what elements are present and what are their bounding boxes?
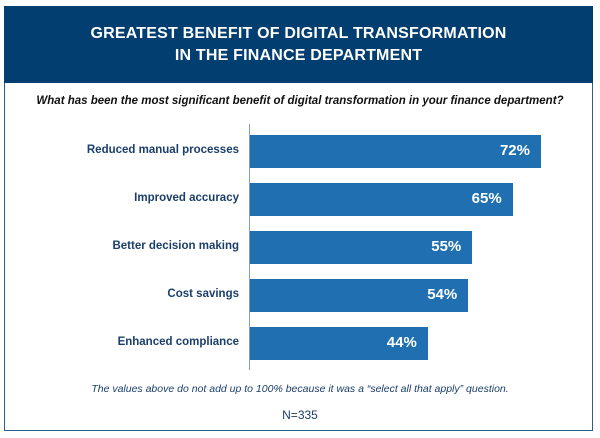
category-label: Improved accuracy bbox=[134, 192, 239, 204]
category-label: Better decision making bbox=[112, 240, 239, 252]
bar bbox=[250, 135, 541, 168]
value-label: 44% bbox=[386, 334, 417, 351]
y-axis-line bbox=[249, 124, 250, 370]
title-line-2: IN THE FINANCE DEPARTMENT bbox=[174, 47, 423, 64]
value-label: 54% bbox=[427, 286, 458, 303]
sample-size: N=335 bbox=[282, 408, 318, 422]
bar bbox=[250, 231, 473, 264]
value-label: 55% bbox=[431, 238, 462, 255]
category-label: Cost savings bbox=[167, 288, 239, 300]
category-label: Enhanced compliance bbox=[117, 336, 239, 348]
bar bbox=[250, 327, 428, 360]
chart-title: GREATEST BENEFIT OF DIGITAL TRANSFORMATI… bbox=[4, 6, 593, 83]
bar bbox=[250, 279, 469, 312]
value-label: 65% bbox=[471, 190, 502, 207]
footnote: The values above do not add up to 100% b… bbox=[91, 383, 509, 395]
category-label: Reduced manual processes bbox=[86, 144, 239, 156]
chart-subtitle: What has been the most significant benef… bbox=[36, 95, 564, 107]
title-line-1: GREATEST BENEFIT OF DIGITAL TRANSFORMATI… bbox=[90, 25, 507, 42]
value-label: 72% bbox=[499, 142, 530, 159]
bar bbox=[250, 183, 513, 216]
